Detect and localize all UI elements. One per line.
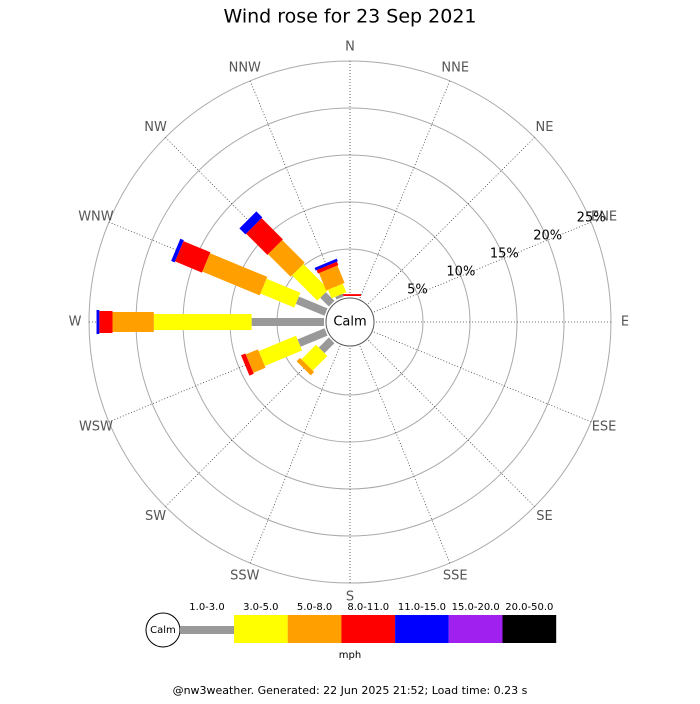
wind-bar-segment	[202, 253, 268, 296]
spoke	[373, 331, 592, 423]
wind-bar-segment	[239, 211, 263, 235]
wind-bar-segment	[335, 293, 344, 300]
direction-label: WSW	[79, 420, 113, 435]
ring-label: 20%	[533, 229, 562, 244]
wind-bar-segment	[171, 238, 184, 263]
direction-label: S	[346, 590, 354, 605]
spoke	[249, 80, 341, 299]
wind-bar-segment	[316, 261, 339, 274]
wind-bar-segment	[320, 292, 335, 307]
wind-bar-segment	[260, 278, 301, 308]
direction-label: N	[345, 40, 355, 55]
wind-bar-segment	[295, 296, 328, 316]
spoke	[368, 340, 535, 507]
wind-bar-segment	[251, 318, 324, 326]
direction-label: ESE	[592, 420, 617, 435]
legend-swatch	[502, 615, 557, 643]
legend-swatch	[448, 615, 503, 643]
footer: @nw3weather. Generated: 22 Jun 2025 21:5…	[173, 684, 528, 697]
direction-label: E	[621, 315, 629, 330]
direction-label: SSE	[443, 569, 468, 584]
direction-label: SW	[145, 509, 166, 524]
wind-bar-segment	[296, 357, 315, 376]
wind-bar-segment	[268, 240, 305, 277]
wind-bar-segment	[246, 218, 283, 255]
spoke	[359, 80, 451, 299]
direction-label: W	[69, 315, 82, 330]
wind-bar-segment	[258, 335, 303, 366]
direction-label: NNE	[441, 60, 469, 75]
ring-label: 10%	[446, 265, 475, 280]
direction-label: NNW	[229, 60, 261, 75]
wind-bar-segment	[96, 310, 100, 334]
wind-bar-segment	[175, 241, 211, 273]
wind-bar-segment	[318, 265, 345, 291]
legend-swatch	[395, 615, 449, 643]
legend-swatch	[234, 615, 288, 643]
legend-label: 20.0-50.0	[505, 602, 553, 613]
wind-bar-segment	[297, 328, 328, 347]
spoke	[249, 345, 341, 564]
legend-swatch	[341, 615, 396, 643]
legend-calm-label: Calm	[150, 625, 176, 636]
ring-label: 15%	[490, 247, 519, 262]
legend-label: 15.0-20.0	[452, 602, 500, 613]
calm-circle	[325, 297, 375, 347]
legend-swatch	[180, 626, 234, 634]
wind-bar-segment	[327, 283, 347, 299]
direction-label: SSW	[230, 569, 260, 584]
legend-label: 8.0-11.0	[347, 602, 389, 613]
legend-swatch	[287, 615, 342, 643]
wind-bar-segment	[314, 258, 338, 271]
legend-label: 11.0-15.0	[398, 602, 446, 613]
legend-label: 5.0-8.0	[297, 602, 332, 613]
spoke	[373, 221, 592, 313]
ring-label: 25%	[577, 211, 606, 226]
direction-label: SE	[536, 509, 552, 524]
direction-label: WNW	[78, 209, 114, 224]
spoke	[368, 137, 535, 304]
chart-title: Wind rose for 23 Sep 2021	[223, 6, 476, 28]
ring-label: 5%	[407, 283, 428, 298]
wind-bar-segment	[112, 312, 154, 332]
legend-unit: mph	[339, 650, 361, 661]
wind-bar-segment	[318, 337, 335, 354]
calm-label: Calm	[333, 315, 366, 330]
wind-bar-segment	[339, 294, 361, 296]
direction-label: NW	[144, 120, 167, 135]
wind-bar-segment	[99, 311, 113, 333]
spoke	[359, 345, 451, 564]
wind-bar-segment	[153, 314, 252, 330]
legend-label: 1.0-3.0	[189, 602, 224, 613]
wind-bar-segment	[301, 344, 328, 371]
wind-bar-segment	[241, 353, 254, 376]
wind-bar-segment	[245, 349, 266, 373]
wind-bar-segment	[292, 264, 329, 301]
legend-label: 3.0-5.0	[243, 602, 278, 613]
direction-label: NE	[535, 120, 553, 135]
direction-label: ENE	[591, 209, 617, 224]
